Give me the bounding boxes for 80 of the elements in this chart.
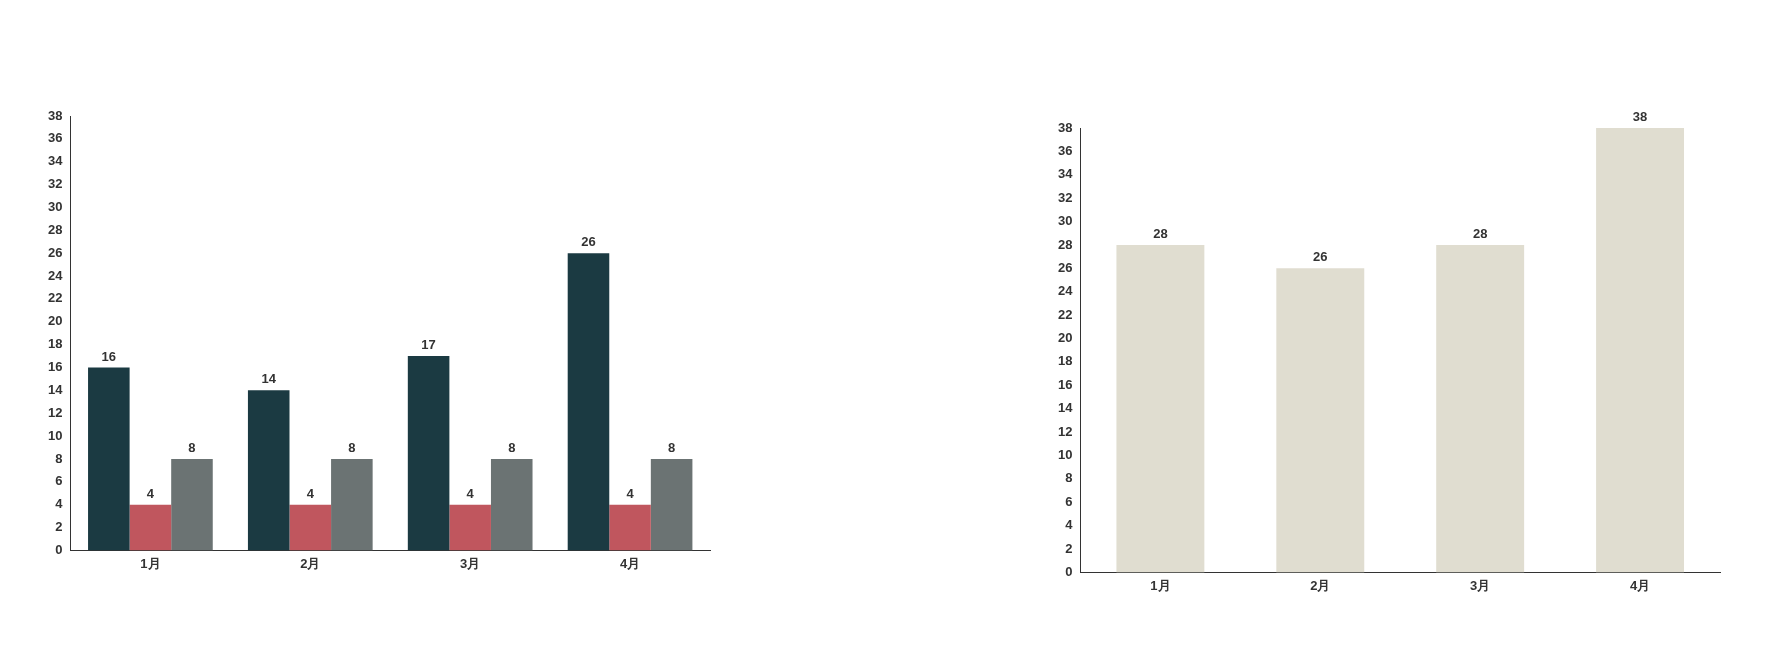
bar (88, 367, 130, 551)
data-label: 28 (1153, 226, 1168, 242)
bar (1596, 128, 1685, 573)
y-tick-label: 26 (1057, 259, 1073, 275)
y-tick-label: 16 (47, 359, 63, 375)
y-tick-label: 18 (1057, 353, 1073, 369)
x-tick-label: 2月 (1310, 577, 1331, 593)
y-tick-label: 22 (47, 290, 63, 306)
bar (490, 458, 533, 551)
bar (1436, 244, 1525, 573)
y-tick-label: 22 (1057, 306, 1073, 322)
y-tick-label: 32 (1057, 189, 1073, 205)
y-tick-label: 2 (1065, 540, 1073, 556)
data-label: 8 (348, 440, 356, 456)
y-tick-label: 6 (55, 473, 63, 489)
y-tick-label: 10 (47, 427, 63, 443)
y-tick-label: 8 (1065, 470, 1073, 486)
data-label: 26 (1313, 249, 1328, 265)
x-tick-label: 1月 (140, 555, 161, 571)
y-tick-label: 2 (55, 519, 63, 535)
bar (407, 356, 450, 551)
bar (289, 504, 332, 551)
y-tick-label: 20 (47, 313, 63, 329)
y-tick-label: 8 (55, 450, 63, 466)
y-tick-label: 16 (1057, 376, 1073, 392)
y-tick-label: 0 (1065, 563, 1073, 579)
x-tick-label: 3月 (460, 555, 481, 571)
data-label: 17 (421, 337, 436, 353)
bar (1116, 244, 1205, 573)
bar (449, 504, 491, 551)
y-tick-label: 24 (47, 267, 64, 283)
data-label: 26 (581, 234, 596, 250)
y-tick-label: 12 (1057, 423, 1073, 439)
x-tick-label: 2月 (300, 555, 321, 571)
data-label: 4 (306, 485, 315, 501)
y-tick-label: 4 (55, 496, 64, 512)
y-tick-label: 38 (47, 107, 63, 123)
y-tick-label: 36 (47, 130, 63, 146)
y-tick-label: 30 (47, 199, 63, 215)
y-tick-label: 12 (47, 404, 63, 420)
x-tick-label: 4月 (619, 555, 641, 571)
bar (609, 504, 651, 551)
y-tick-label: 18 (47, 336, 63, 352)
bar (650, 458, 693, 551)
data-label: 4 (146, 485, 155, 501)
bar (331, 458, 373, 551)
y-tick-label: 24 (1057, 283, 1074, 299)
y-tick-label: 26 (47, 244, 63, 260)
y-tick-label: 10 (1057, 447, 1073, 463)
bar (247, 390, 290, 551)
y-tick-label: 20 (1057, 330, 1073, 346)
bar (171, 458, 213, 551)
data-label: 38 (1632, 109, 1648, 125)
x-tick-label: 4月 (1629, 577, 1651, 593)
x-tick-label: 1月 (1150, 577, 1171, 593)
y-tick-label: 4 (1065, 517, 1074, 533)
y-tick-label: 14 (1057, 400, 1074, 416)
data-label: 14 (261, 371, 277, 387)
y-tick-label: 14 (47, 381, 64, 397)
y-tick-label: 6 (1065, 493, 1073, 509)
data-label: 8 (188, 440, 196, 456)
data-label: 8 (668, 440, 676, 456)
y-tick-label: 34 (1057, 166, 1074, 182)
data-label: 16 (101, 348, 117, 364)
data-label: 4 (626, 485, 635, 501)
y-tick-label: 34 (47, 153, 64, 169)
bar (1276, 268, 1365, 573)
y-tick-label: 36 (1057, 142, 1073, 158)
y-tick-label: 28 (47, 221, 63, 237)
y-tick-label: 30 (1057, 213, 1073, 229)
y-tick-label: 32 (47, 176, 63, 192)
y-tick-label: 38 (1057, 119, 1073, 135)
bar (129, 504, 172, 551)
y-tick-label: 28 (1057, 236, 1073, 252)
data-label: 4 (466, 485, 475, 501)
bar (567, 253, 610, 551)
data-label: 8 (508, 440, 516, 456)
x-tick-label: 3月 (1470, 577, 1491, 593)
data-label: 28 (1472, 226, 1488, 242)
y-tick-label: 0 (55, 541, 63, 557)
